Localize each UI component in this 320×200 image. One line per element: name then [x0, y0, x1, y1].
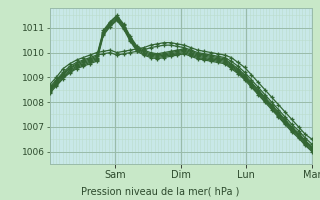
Text: Pression niveau de la mer( hPa ): Pression niveau de la mer( hPa ): [81, 186, 239, 196]
